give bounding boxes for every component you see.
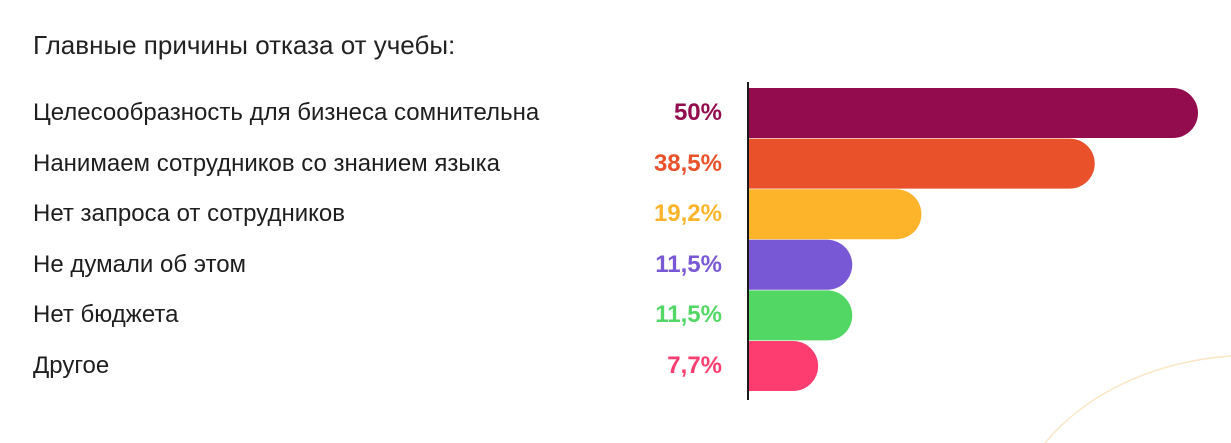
value-label-2: 38,5%	[653, 149, 722, 177]
category-label-2: Нанимаем сотрудников со знанием языка	[33, 149, 500, 177]
bar-1	[749, 88, 1198, 138]
category-label-1: Целесообразность для бизнеса сомнительна	[33, 99, 540, 126]
value-label-6: 7,7%	[667, 352, 722, 379]
bar-3	[749, 189, 922, 240]
value-label-3: 19,2%	[653, 200, 722, 228]
decorative-curve	[1044, 355, 1231, 443]
bar-5	[749, 290, 853, 341]
bar-6	[749, 341, 819, 391]
category-label-6: Другое	[33, 352, 110, 379]
value-label-1: 50%	[673, 99, 722, 126]
category-label-3: Нет запроса от сотрудников	[33, 200, 345, 228]
chart-title: Главные причины отказа от учебы:	[33, 30, 456, 60]
value-label-4: 11,5%	[655, 250, 722, 278]
value-label-5: 11,5%	[655, 301, 722, 329]
category-label-4: Не думали об этом	[33, 250, 247, 278]
bar-4	[749, 239, 853, 290]
category-label-5: Нет бюджета	[33, 301, 179, 329]
bar-2	[749, 138, 1095, 189]
